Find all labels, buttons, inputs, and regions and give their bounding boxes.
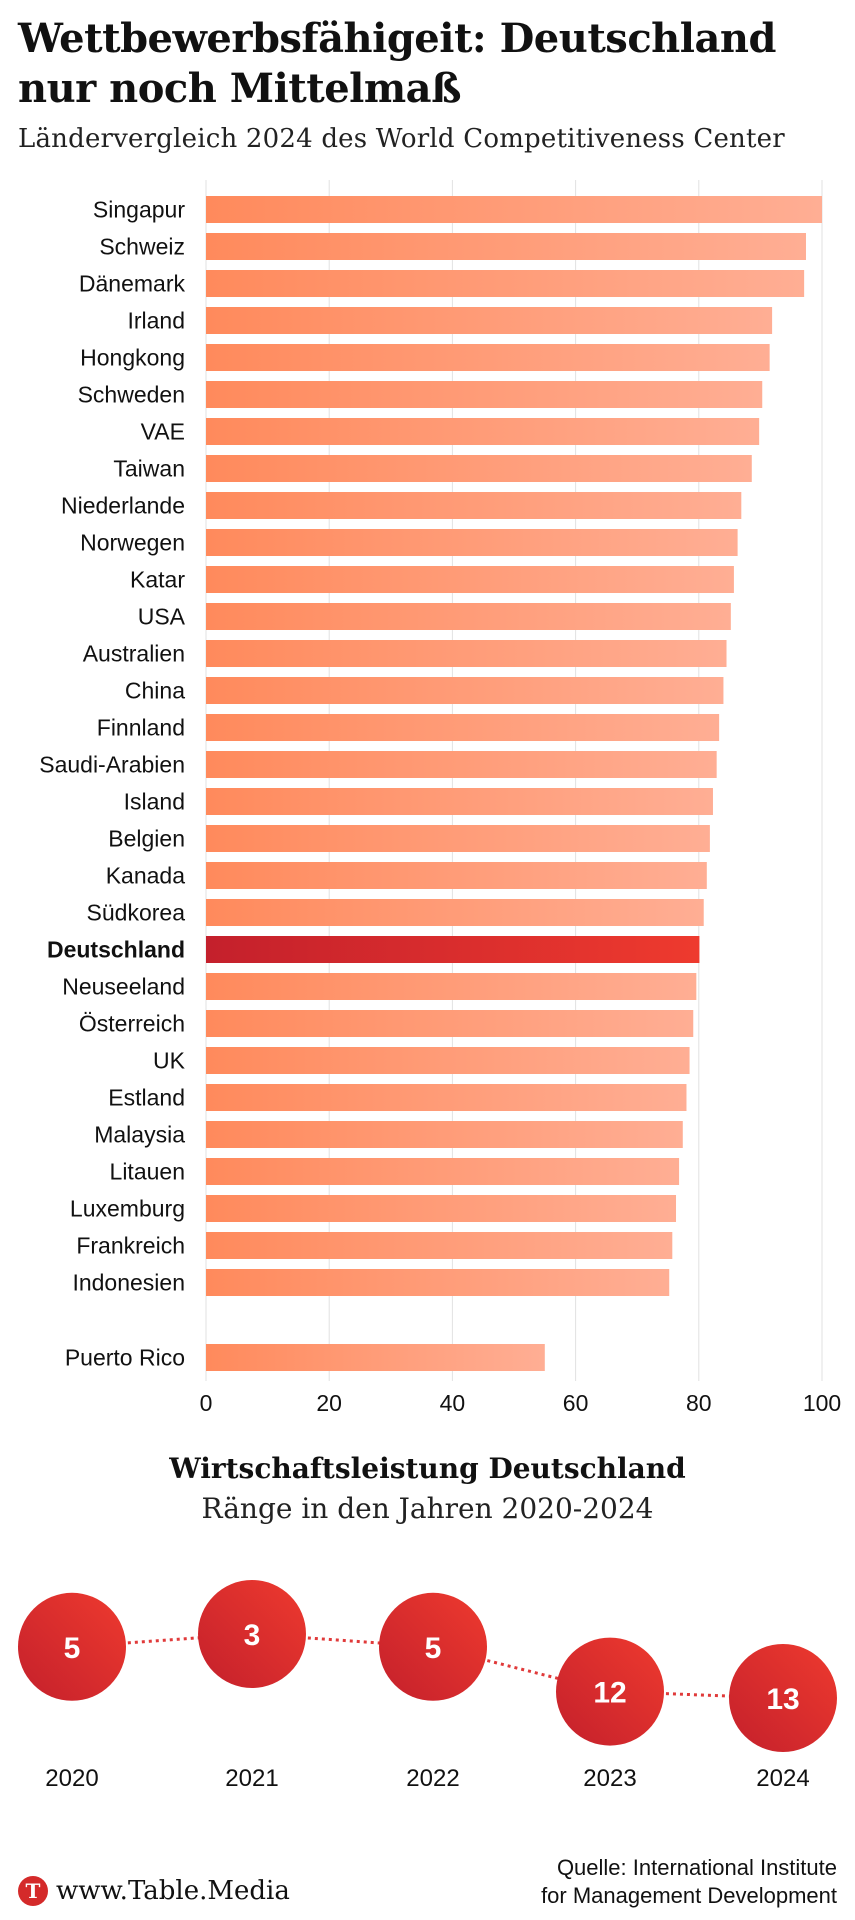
category-label: Deutschland [47, 937, 185, 963]
bar-norwegen [206, 529, 738, 556]
bar-australien [206, 640, 727, 667]
bar-malaysia [206, 1121, 683, 1148]
bar-luxemburg [206, 1195, 677, 1222]
year-label: 2022 [406, 1765, 459, 1790]
category-label: VAE [141, 419, 185, 445]
bar-österreich [206, 1010, 694, 1037]
category-label: Luxemburg [70, 1196, 185, 1222]
bar-saudi-arabien [206, 751, 717, 778]
year-label: 2023 [583, 1765, 636, 1790]
year-label: 2020 [45, 1765, 98, 1790]
category-label: Estland [108, 1085, 185, 1111]
bar-schweiz [206, 233, 806, 260]
source-line-2: for Management Development [541, 1883, 837, 1908]
category-label: Saudi-Arabien [39, 752, 185, 778]
category-label: Südkorea [87, 900, 186, 926]
year-label: 2024 [756, 1765, 809, 1790]
bar-hongkong [206, 344, 770, 371]
footer-site-link[interactable]: www.Table.Media [56, 1876, 290, 1906]
bar-taiwan [206, 455, 752, 482]
x-tick-label: 60 [563, 1390, 589, 1416]
category-label: Litauen [110, 1159, 185, 1185]
category-label: Niederlande [61, 493, 185, 519]
category-label: China [125, 678, 185, 704]
rank-circle [379, 1592, 487, 1701]
category-label: Kanada [106, 863, 186, 889]
rank-circle [729, 1644, 837, 1752]
table-media-logo: T [18, 1876, 48, 1906]
category-label: Schweiz [99, 234, 185, 260]
x-tick-label: 80 [686, 1390, 712, 1416]
rank-circle [556, 1637, 664, 1746]
rank-chart-title: Wirtschaftsleistung Deutschland [169, 1452, 686, 1485]
rank-chart: 5 2020 3 2021 5 2022 12 2023 13 2024 [18, 1580, 837, 1790]
source-line-1: Quelle: International Institute [556, 1855, 837, 1880]
rank-value: 13 [766, 1683, 799, 1716]
category-label: Indonesien [72, 1270, 185, 1296]
category-label: Katar [130, 567, 185, 593]
bar-china [206, 677, 724, 704]
category-label: Österreich [79, 1011, 185, 1037]
category-label: Finnland [97, 715, 185, 741]
bar-niederlande [206, 492, 742, 519]
category-label: Australien [83, 641, 185, 667]
rank-value: 3 [244, 1619, 261, 1652]
bar-neuseeland [206, 973, 697, 1000]
bar-puerto rico [206, 1344, 545, 1371]
bar-usa [206, 603, 731, 630]
category-label: Frankreich [76, 1233, 185, 1259]
bar-vae [206, 418, 760, 445]
bar-finnland [206, 714, 720, 741]
category-label: Taiwan [113, 456, 185, 482]
x-tick-label: 100 [803, 1390, 841, 1416]
bar-chart: Singapur Schweiz Dänemark Irland Hongkong Sch… [39, 180, 841, 1416]
bar-deutschland [206, 936, 700, 963]
rank-chart-subtitle: Ränge in den Jahren 2020-2024 [201, 1492, 654, 1525]
category-label: Schweden [78, 382, 185, 408]
year-label: 2021 [225, 1765, 278, 1790]
rank-value: 12 [593, 1677, 626, 1710]
x-tick-label: 40 [440, 1390, 466, 1416]
rank-value: 5 [64, 1632, 81, 1665]
bar-frankreich [206, 1232, 673, 1259]
rank-circle [18, 1592, 126, 1701]
category-label: Neuseeland [62, 974, 185, 1000]
category-label: UK [153, 1048, 186, 1074]
category-label: USA [138, 604, 186, 630]
footer-source: Quelle: International Institute for Mana… [541, 1854, 837, 1910]
bar-litauen [206, 1158, 680, 1185]
category-label: Puerto Rico [65, 1345, 185, 1371]
category-label: Island [124, 789, 185, 815]
category-label: Norwegen [80, 530, 185, 556]
category-label: Irland [127, 308, 185, 334]
chart-title: Wettbewerbsfähigeit: Deutschland nur noc… [18, 15, 776, 112]
x-tick-label: 0 [200, 1390, 213, 1416]
bar-estland [206, 1084, 687, 1111]
rank-value: 5 [425, 1632, 442, 1665]
bar-südkorea [206, 899, 704, 926]
bar-katar [206, 566, 734, 593]
x-tick-label: 20 [316, 1390, 342, 1416]
bar-belgien [206, 825, 710, 852]
bar-kanada [206, 862, 707, 889]
bar-island [206, 788, 713, 815]
bar-irland [206, 307, 773, 334]
category-label: Dänemark [79, 271, 186, 297]
bar-dänemark [206, 270, 805, 297]
category-label: Malaysia [94, 1122, 185, 1148]
category-label: Belgien [108, 826, 185, 852]
rank-circle [198, 1580, 306, 1688]
bar-schweden [206, 381, 763, 408]
bar-indonesien [206, 1269, 670, 1296]
chart-subtitle: Ländervergleich 2024 des World Competiti… [18, 124, 785, 154]
category-label: Hongkong [80, 345, 185, 371]
bar-uk [206, 1047, 690, 1074]
category-label: Singapur [93, 197, 185, 223]
bar-singapur [206, 196, 822, 223]
